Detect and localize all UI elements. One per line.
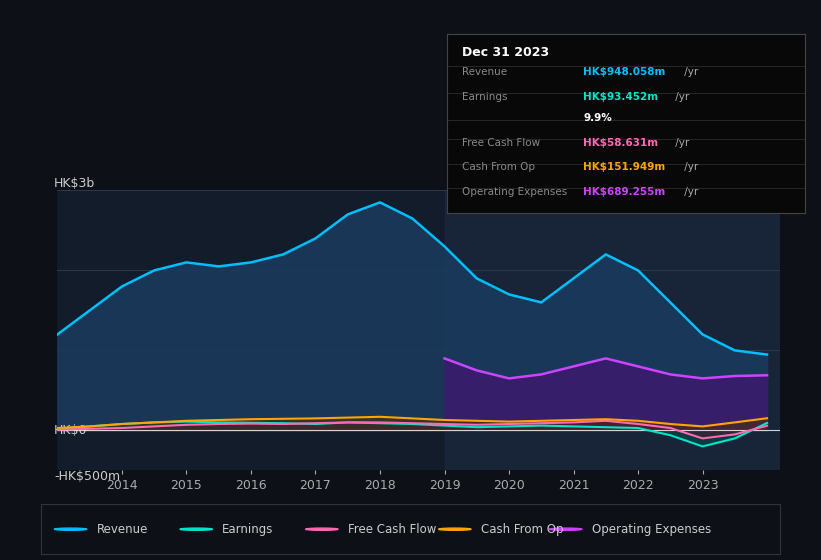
Text: Operating Expenses: Operating Expenses <box>591 522 711 536</box>
Text: HK$0: HK$0 <box>54 424 88 437</box>
Text: /yr: /yr <box>672 92 690 102</box>
Text: /yr: /yr <box>681 186 699 197</box>
Text: HK$93.452m: HK$93.452m <box>583 92 658 102</box>
Text: Revenue: Revenue <box>97 522 148 536</box>
Circle shape <box>305 528 338 530</box>
Circle shape <box>549 528 582 530</box>
Text: Cash From Op: Cash From Op <box>461 162 534 171</box>
Text: HK$948.058m: HK$948.058m <box>583 67 666 77</box>
Text: Free Cash Flow: Free Cash Flow <box>461 138 540 148</box>
Text: Revenue: Revenue <box>461 67 507 77</box>
Text: Free Cash Flow: Free Cash Flow <box>348 522 436 536</box>
Bar <box>444 190 780 470</box>
Text: /yr: /yr <box>681 67 699 77</box>
Circle shape <box>180 528 213 530</box>
Circle shape <box>438 528 471 530</box>
Text: -HK$500m: -HK$500m <box>54 470 121 483</box>
Text: Earnings: Earnings <box>222 522 273 536</box>
Text: /yr: /yr <box>672 138 690 148</box>
Text: Cash From Op: Cash From Op <box>481 522 563 536</box>
Text: HK$3b: HK$3b <box>54 178 95 190</box>
Text: HK$151.949m: HK$151.949m <box>583 162 665 171</box>
Text: /yr: /yr <box>681 162 699 171</box>
Circle shape <box>54 528 87 530</box>
Text: 9.9%: 9.9% <box>583 113 612 123</box>
Text: Earnings: Earnings <box>461 92 507 102</box>
Text: Operating Expenses: Operating Expenses <box>461 186 567 197</box>
Text: HK$58.631m: HK$58.631m <box>583 138 658 148</box>
Text: Dec 31 2023: Dec 31 2023 <box>461 46 549 59</box>
Text: HK$689.255m: HK$689.255m <box>583 186 665 197</box>
